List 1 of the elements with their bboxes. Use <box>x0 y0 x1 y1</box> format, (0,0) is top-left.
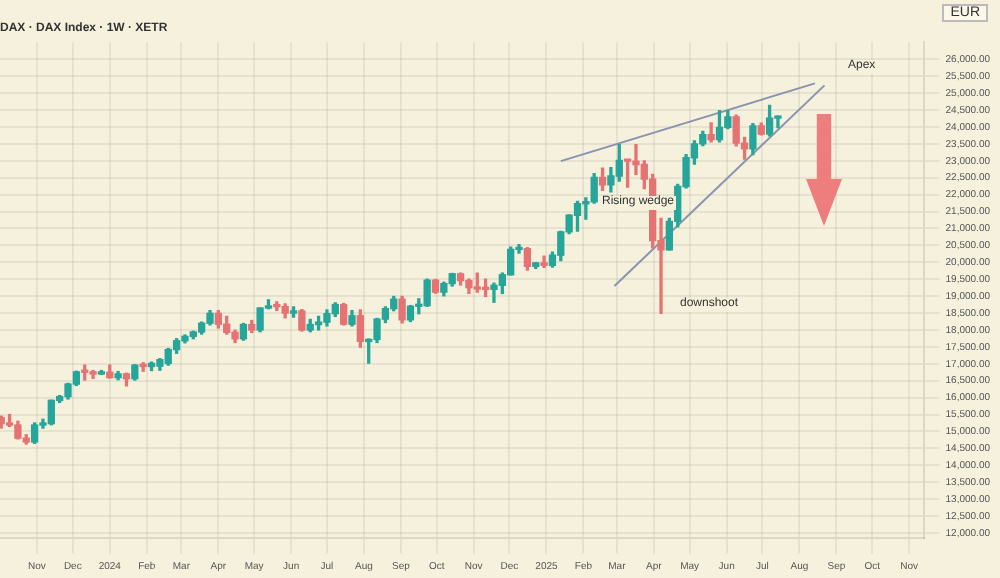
candlestick <box>707 122 715 143</box>
